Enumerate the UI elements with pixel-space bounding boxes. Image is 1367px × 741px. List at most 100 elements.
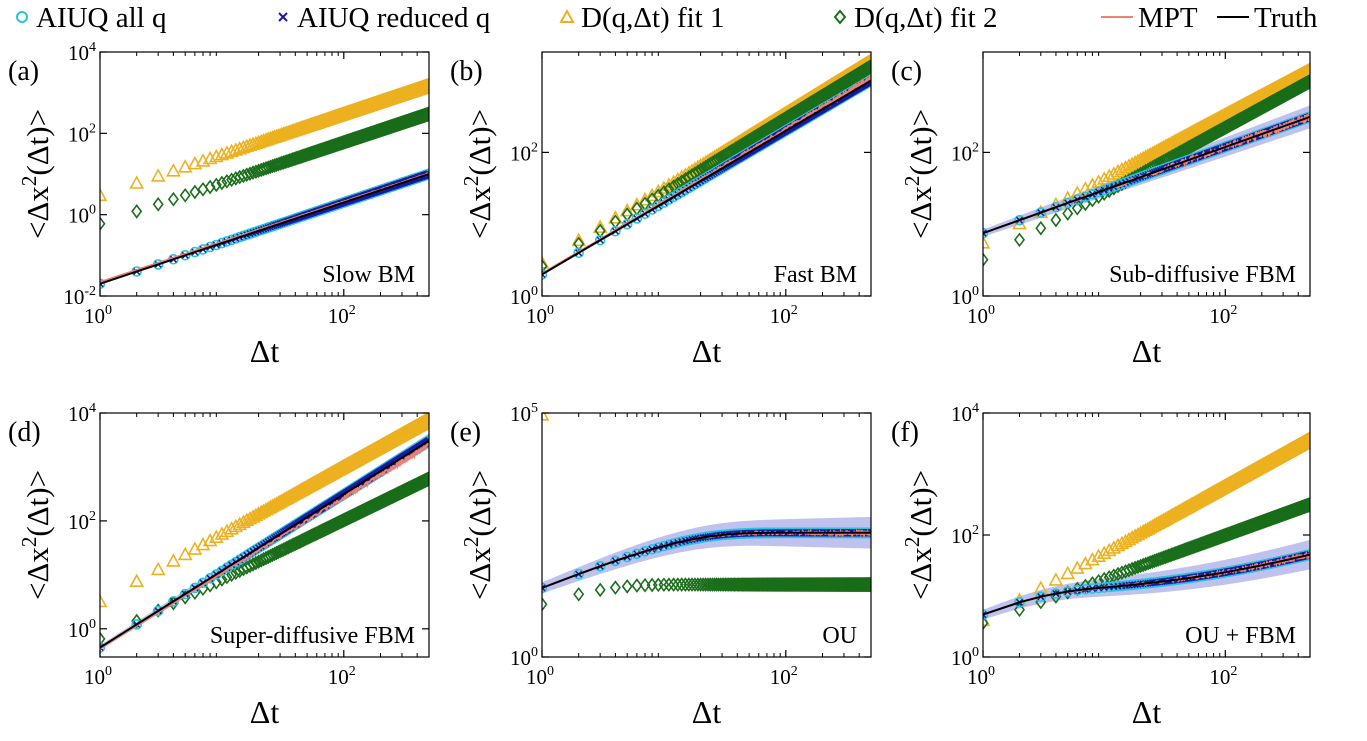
fit2-point: [865, 59, 871, 74]
x-axis-label: Δt: [692, 333, 722, 369]
legend: AIUQ all q AIUQ reduced q D(q,Δt) fit 1 D(q…: [16, 2, 1318, 34]
legend-entry: AIUQ reduced q: [278, 2, 490, 34]
legend-entry: D(q,Δt) fit 1: [559, 2, 725, 34]
panel-letter: (b): [450, 56, 483, 87]
fit2-point: [210, 177, 222, 193]
plot-area: [983, 62, 1310, 268]
legend-entry: D(q,Δt) fit 2: [833, 2, 998, 34]
x-tick-exponent: 2: [349, 303, 356, 318]
fit2-point: [542, 258, 548, 274]
fit2-point: [226, 172, 238, 188]
fit1-point: [1114, 161, 1130, 176]
fit2-point: [621, 207, 633, 222]
legend-marker-triangle: [559, 8, 575, 23]
legend-marker-x: [278, 12, 288, 22]
y-tick-base: 10: [68, 204, 89, 228]
fit2-point: [1062, 206, 1074, 221]
fit2-point: [573, 236, 585, 252]
fit2-point: [1050, 212, 1062, 228]
axes-box: [99, 51, 430, 297]
aiuq-all-point: [573, 247, 585, 259]
legend-label: AIUQ reduced q: [297, 2, 490, 34]
fit1-point: [100, 187, 108, 202]
legend-marker-diamond: [833, 9, 847, 25]
x-tick-label: 102: [328, 303, 356, 328]
y-tick-base: 10: [68, 41, 89, 65]
legend-label: D(q,Δt) fit 2: [854, 2, 998, 34]
fit1-point: [1302, 62, 1310, 77]
fit1-point: [150, 168, 166, 182]
y-tick-label: 10-2: [63, 284, 96, 309]
fit2-point: [167, 191, 179, 207]
fit1-point: [571, 232, 587, 247]
y-tick-base: 10: [510, 141, 531, 165]
y-tick-label: 104: [68, 40, 96, 65]
aiuq-all-point: [542, 269, 548, 280]
fit2-point: [609, 214, 621, 230]
legend-label: MPT: [1138, 2, 1198, 34]
panel-annotation: Fast BM: [774, 262, 857, 288]
x-tick-label: 102: [770, 303, 798, 328]
fit2-point: [1035, 220, 1047, 236]
fit1-point: [219, 145, 235, 159]
legend-label: AIUQ all q: [36, 2, 166, 34]
fit1-point: [863, 53, 871, 67]
fit2-point: [189, 184, 201, 200]
x-tick-label: 100: [84, 303, 112, 328]
fit2-point: [152, 196, 164, 212]
fit2-point: [423, 106, 429, 122]
truth-line: [100, 173, 429, 285]
fit1-point: [208, 148, 224, 163]
fit1-point: [177, 159, 193, 173]
y-axis-label-part: <Δx: [20, 186, 55, 239]
aiuq-all-point: [610, 225, 621, 237]
x-tick-exponent: 0: [105, 303, 112, 318]
y-tick-label: 102: [68, 121, 96, 146]
y-tick-label: 100: [510, 284, 538, 309]
legend-label: D(q,Δt) fit 1: [581, 2, 725, 34]
x-tick-exponent: 0: [547, 303, 554, 318]
x-axis-label: Δt: [250, 333, 280, 369]
truth-line: [542, 79, 871, 276]
fit2-point: [131, 204, 143, 219]
fit1-point: [421, 77, 429, 92]
fit2-point: [1014, 232, 1025, 248]
y-axis-label: <Δx2(Δt)>: [459, 109, 497, 239]
aiuq-all-point: [621, 218, 633, 230]
legend-entry: AIUQ all q: [16, 2, 166, 34]
plot-area: [542, 53, 871, 280]
y-axis-label-part: (Δt)>: [20, 109, 55, 176]
aiuq-all-point: [100, 278, 106, 290]
fit1-point: [214, 146, 230, 161]
y-tick-exponent: 4: [89, 40, 96, 55]
fit1-point: [242, 137, 258, 151]
y-tick-label: 100: [68, 203, 96, 228]
y-axis-label-part: (Δt)>: [462, 109, 497, 176]
fit1-point: [1078, 181, 1093, 195]
y-tick-exponent: 2: [89, 121, 96, 136]
fit2-point: [983, 252, 989, 268]
fit2-point: [100, 216, 106, 232]
y-axis-label-part: <Δx: [462, 186, 497, 239]
fit1-point: [983, 235, 991, 249]
fit1-point: [542, 255, 550, 269]
y-tick-exponent: 0: [531, 284, 538, 299]
fit1-point: [592, 219, 608, 233]
legend-marker-circle: [16, 11, 28, 23]
fit2-point: [241, 167, 253, 183]
y-tick-base: 10: [510, 285, 531, 309]
fit2-point: [221, 173, 233, 189]
mpt-line: [542, 73, 871, 275]
aiuq-all-point: [594, 234, 606, 246]
y-axis-label-exponent: 2: [17, 176, 41, 187]
axes-box: [541, 51, 872, 297]
fit2-point: [216, 175, 228, 191]
fit2-point: [247, 165, 259, 180]
y-tick-base: 10: [63, 285, 84, 309]
y-axis-label-exponent: 2: [459, 176, 483, 187]
y-tick-base: 10: [68, 122, 89, 146]
